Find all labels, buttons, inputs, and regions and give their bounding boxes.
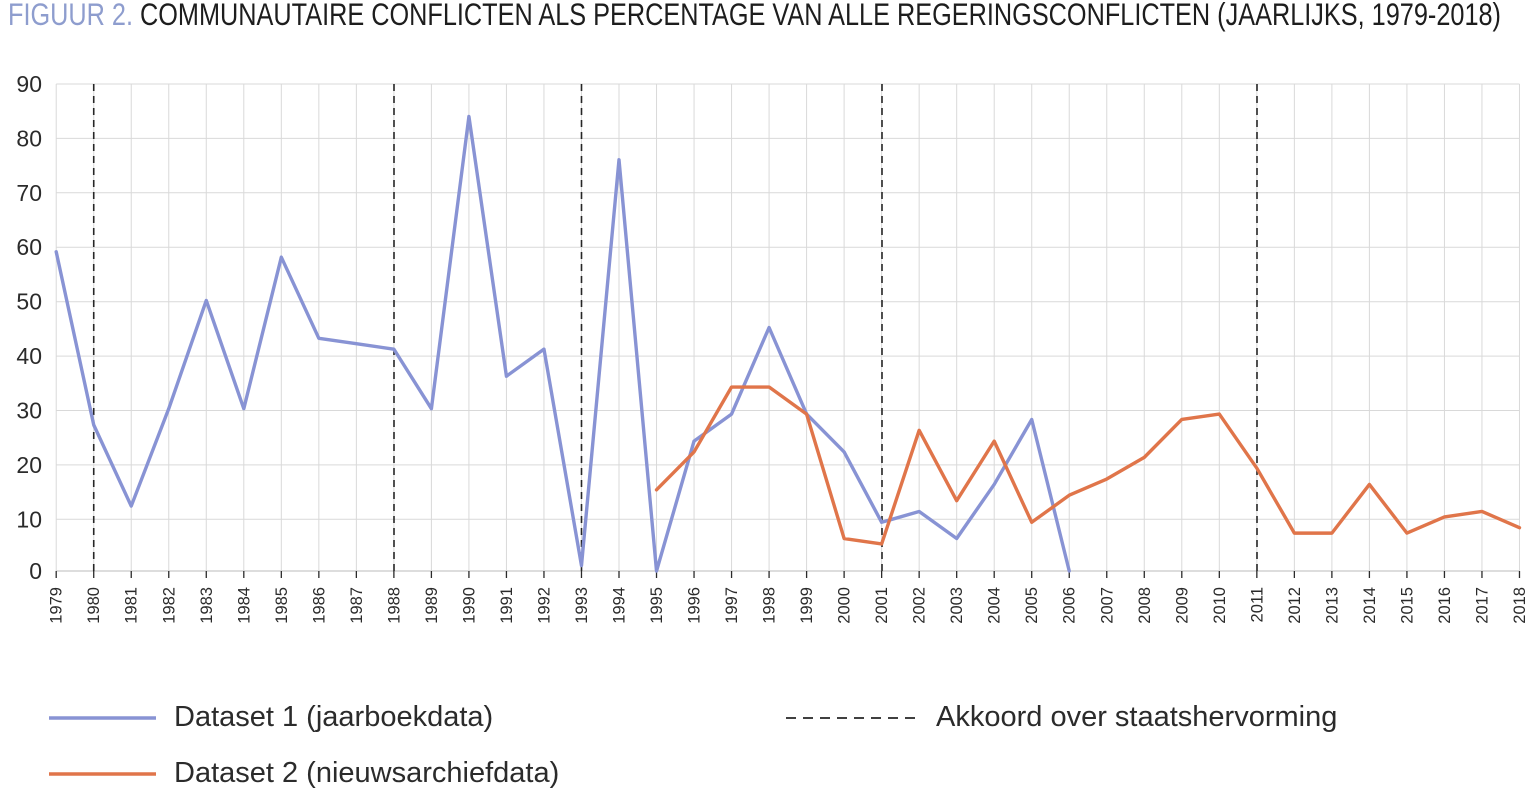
svg-text:2005: 2005 xyxy=(1023,587,1041,624)
svg-text:90: 90 xyxy=(16,71,42,97)
svg-text:80: 80 xyxy=(16,125,42,151)
svg-text:1999: 1999 xyxy=(798,587,816,624)
svg-text:1993: 1993 xyxy=(573,587,591,624)
svg-text:1984: 1984 xyxy=(235,587,253,624)
svg-text:20: 20 xyxy=(16,452,42,478)
svg-text:40: 40 xyxy=(16,343,42,369)
svg-text:1988: 1988 xyxy=(385,587,403,624)
svg-text:2013: 2013 xyxy=(1323,587,1341,624)
svg-text:10: 10 xyxy=(16,506,42,532)
svg-text:2009: 2009 xyxy=(1173,587,1191,624)
svg-text:2014: 2014 xyxy=(1361,587,1379,624)
svg-text:1998: 1998 xyxy=(761,587,779,624)
svg-text:1979: 1979 xyxy=(48,587,66,624)
svg-text:2012: 2012 xyxy=(1286,587,1304,624)
svg-text:1989: 1989 xyxy=(423,587,441,624)
svg-text:1986: 1986 xyxy=(310,587,328,624)
svg-text:50: 50 xyxy=(16,289,42,315)
svg-text:2018: 2018 xyxy=(1511,587,1529,624)
svg-text:2001: 2001 xyxy=(873,587,891,624)
svg-text:2010: 2010 xyxy=(1211,587,1229,624)
svg-text:1983: 1983 xyxy=(198,587,216,624)
svg-text:2015: 2015 xyxy=(1398,587,1416,624)
svg-text:2016: 2016 xyxy=(1436,587,1454,624)
svg-text:1991: 1991 xyxy=(498,587,516,624)
svg-text:60: 60 xyxy=(16,234,42,260)
svg-text:2002: 2002 xyxy=(911,587,929,624)
svg-text:1982: 1982 xyxy=(160,587,178,624)
svg-text:1992: 1992 xyxy=(535,587,553,624)
svg-text:1987: 1987 xyxy=(348,587,366,624)
svg-text:1997: 1997 xyxy=(723,587,741,624)
svg-text:2008: 2008 xyxy=(1136,587,1154,624)
svg-text:1996: 1996 xyxy=(686,587,704,624)
svg-text:1995: 1995 xyxy=(648,587,666,624)
svg-text:70: 70 xyxy=(16,180,42,206)
svg-text:0: 0 xyxy=(29,558,42,584)
svg-text:2011: 2011 xyxy=(1248,587,1266,622)
svg-text:2006: 2006 xyxy=(1061,587,1079,624)
svg-text:2000: 2000 xyxy=(836,587,854,624)
svg-text:2007: 2007 xyxy=(1098,587,1116,624)
svg-text:1985: 1985 xyxy=(273,587,291,624)
svg-text:2003: 2003 xyxy=(948,587,966,624)
svg-text:1990: 1990 xyxy=(460,587,478,624)
svg-text:2004: 2004 xyxy=(986,587,1004,624)
svg-text:30: 30 xyxy=(16,398,42,424)
svg-text:1980: 1980 xyxy=(85,587,103,624)
svg-text:1981: 1981 xyxy=(123,587,141,624)
svg-text:1994: 1994 xyxy=(611,587,629,624)
svg-text:2017: 2017 xyxy=(1473,587,1491,624)
